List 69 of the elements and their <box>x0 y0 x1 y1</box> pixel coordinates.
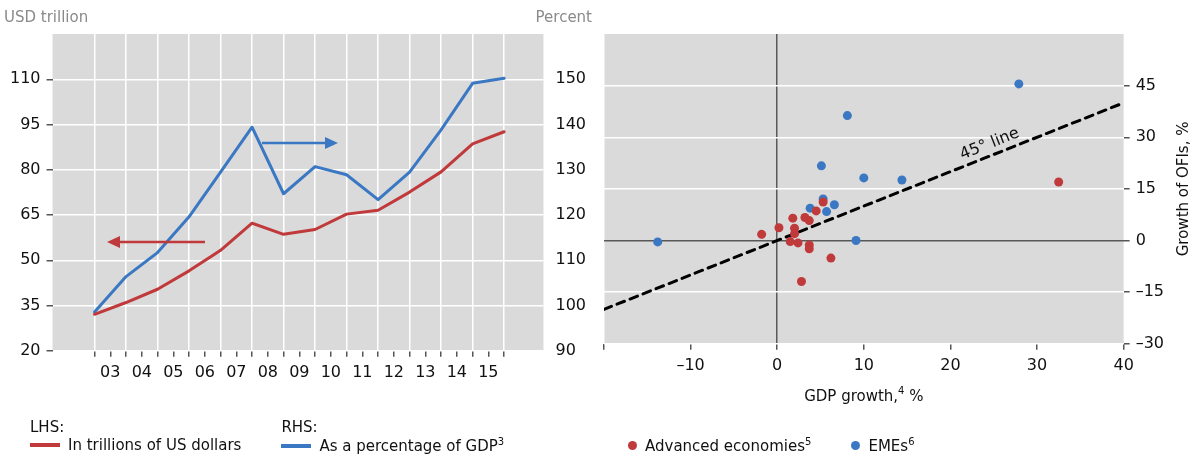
x-tick-label: 10 <box>853 354 874 374</box>
y2-axis-title: Percent <box>535 8 593 26</box>
y2-tick-label: 110 <box>555 249 587 269</box>
x-tick-label: 05 <box>163 361 184 381</box>
point <box>793 238 803 248</box>
point <box>859 173 869 183</box>
x-tick-label: 09 <box>289 361 310 381</box>
x-tick-label: 04 <box>131 361 152 381</box>
x-tick-label: 12 <box>383 361 404 381</box>
y2-tick-label: 15 <box>1135 178 1156 198</box>
point <box>785 237 795 247</box>
point <box>804 216 814 226</box>
y-axis-title: USD trillion <box>4 8 89 26</box>
point <box>851 236 861 246</box>
legend-label: EMEs$^{6}$ <box>868 436 915 455</box>
x-tick-label: 11 <box>352 361 373 381</box>
y-tick-label: 65 <box>20 204 41 224</box>
y2-tick-label: 140 <box>555 113 587 133</box>
legend-label: As a percentage of GDP$^{3}$ <box>319 436 505 455</box>
point <box>790 229 800 239</box>
point <box>796 277 806 286</box>
point <box>653 237 663 247</box>
x-tick-label: 30 <box>1026 354 1048 374</box>
x-tick-label: 14 <box>446 361 468 381</box>
x-tick-label: 07 <box>226 361 247 381</box>
y2-axis-title: Growth of OFIs, % <box>1174 121 1192 257</box>
x-tick-label: –10 <box>676 354 705 374</box>
y-tick-label: 80 <box>20 158 41 178</box>
y-tick-label: 35 <box>20 294 41 314</box>
x-tick-label: 0 <box>772 354 783 374</box>
point <box>822 207 832 217</box>
point <box>788 213 798 223</box>
point <box>1014 79 1024 89</box>
y2-tick-label: 45 <box>1135 74 1156 94</box>
y-tick-label: 110 <box>9 68 41 88</box>
y2-tick-label: 90 <box>555 339 576 359</box>
y2-tick-label: 150 <box>555 68 587 88</box>
point <box>829 200 839 210</box>
x-tick-label: 13 <box>415 361 436 381</box>
x-tick-label: 08 <box>257 361 278 381</box>
y2-tick-label: 100 <box>555 294 587 314</box>
y2-tick-label: 130 <box>555 158 587 178</box>
point <box>757 229 767 239</box>
point <box>842 111 852 121</box>
y2-tick-label: 120 <box>555 204 587 224</box>
text: LHS: <box>30 418 66 436</box>
y2-tick-label: 30 <box>1135 126 1156 146</box>
legend-label: Advanced economies$^{5}$ <box>645 436 812 455</box>
point <box>816 161 826 171</box>
text: RHS: <box>281 418 319 436</box>
y-tick-label: 20 <box>20 339 41 359</box>
y-tick-label: 50 <box>20 249 41 269</box>
x-tick-label: 06 <box>194 361 215 381</box>
annotation: 45° line <box>956 122 1022 164</box>
x-tick-label: 40 <box>1113 354 1134 374</box>
point <box>1054 177 1064 187</box>
x-tick-label: 03 <box>100 361 121 381</box>
y2-tick-label: –15 <box>1135 281 1164 301</box>
y-tick-label: 95 <box>20 113 41 133</box>
point <box>774 223 784 233</box>
legend-label: In trillions of US dollars <box>68 436 242 454</box>
x-tick-label: 10 <box>320 361 341 381</box>
x-tick-label: 15 <box>478 361 499 381</box>
y2-tick-label: 0 <box>1135 229 1146 249</box>
point <box>811 206 821 216</box>
y2-tick-label: –30 <box>1135 332 1164 352</box>
x-tick-label: 20 <box>940 354 961 374</box>
point <box>826 253 836 263</box>
point <box>897 175 907 185</box>
